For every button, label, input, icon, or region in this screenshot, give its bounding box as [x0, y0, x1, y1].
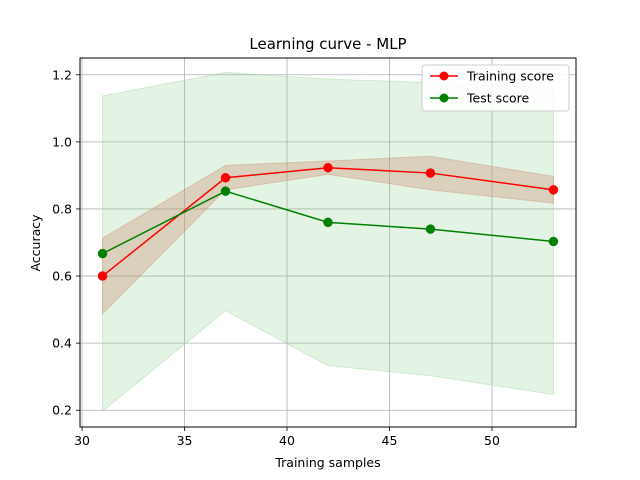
y-tick-label: 0.4 — [52, 336, 72, 351]
y-tick-label: 0.8 — [52, 201, 72, 216]
data-point-test — [323, 217, 333, 228]
x-tick-label: 45 — [382, 433, 398, 448]
x-tick-label: 50 — [484, 433, 500, 448]
x-tick-label: 35 — [177, 433, 193, 448]
y-tick-label: 1.2 — [52, 67, 72, 82]
x-tick-label: 30 — [74, 433, 90, 448]
legend-marker-training — [439, 71, 449, 81]
data-point-test — [97, 248, 108, 259]
legend: Training score Test score — [421, 64, 570, 112]
data-point-training — [425, 168, 436, 178]
x-tick-label: 40 — [279, 433, 295, 448]
legend-marker-test — [439, 93, 449, 103]
y-axis-label: Accuracy — [28, 214, 43, 272]
data-point-training — [220, 173, 231, 183]
data-point-test — [425, 224, 436, 234]
data-point-test — [220, 186, 231, 196]
y-tick-label: 0.2 — [52, 403, 72, 418]
legend-label-training: Training score — [466, 69, 554, 84]
data-point-training — [323, 162, 333, 173]
chart-title: Learning curve - MLP — [249, 35, 406, 53]
y-tick-label: 1.0 — [52, 134, 72, 149]
confidence-band-test — [102, 71, 554, 413]
legend-label-test: Test score — [466, 91, 529, 106]
legend-box — [421, 64, 570, 112]
plot-area: 30 35 40 45 50 0.2 0.4 0.6 0.8 1.0 1.2 — [52, 57, 577, 448]
data-point-training — [97, 271, 108, 281]
data-point-training — [548, 185, 559, 195]
axes-frame — [79, 57, 577, 428]
y-tick-label: 0.6 — [52, 269, 72, 284]
x-axis-label: Training samples — [274, 455, 380, 470]
data-point-test — [548, 236, 559, 247]
